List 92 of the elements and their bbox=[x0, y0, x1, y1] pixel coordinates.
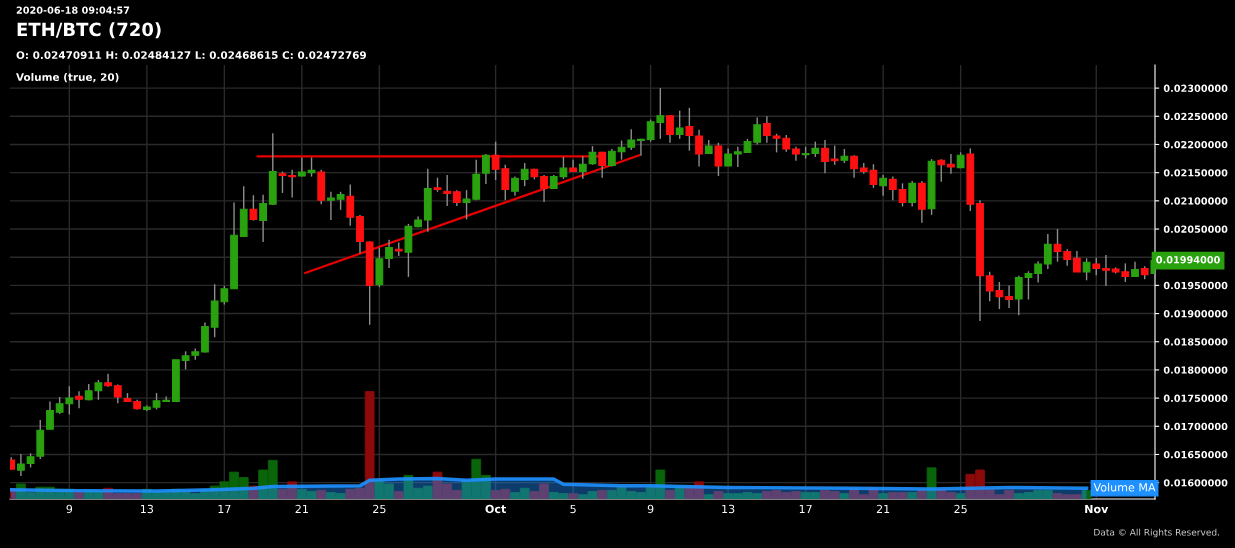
x-tick-label: 9 bbox=[66, 504, 73, 514]
candlestick bbox=[307, 156, 316, 178]
candlestick bbox=[598, 151, 607, 179]
candlestick bbox=[346, 183, 355, 227]
y-tick-label: 0.02050000 bbox=[1163, 225, 1228, 233]
candlestick bbox=[908, 180, 917, 208]
candlestick bbox=[675, 109, 684, 140]
bar bbox=[568, 493, 578, 499]
chart-subtitle: O: 0.02470911 H: 0.02484127 L: 0.02468615 C: 0.02472769 bbox=[16, 51, 366, 60]
bar bbox=[907, 492, 918, 499]
candlestick bbox=[482, 153, 490, 185]
candlestick bbox=[511, 175, 519, 197]
candlestick bbox=[821, 139, 829, 174]
candlestick bbox=[1043, 233, 1052, 270]
text: Data © All Rights Reserved. bbox=[1094, 528, 1220, 538]
candlestick bbox=[104, 373, 112, 388]
candlestick bbox=[762, 115, 771, 144]
x-tick-label: 13 bbox=[722, 504, 735, 514]
candlestick bbox=[336, 191, 345, 211]
y-tick-label: 0.02300000 bbox=[1163, 84, 1228, 92]
x-tick-label: Nov bbox=[1085, 504, 1109, 514]
candlestick bbox=[753, 116, 762, 146]
x-tick-label: 21 bbox=[876, 504, 890, 513]
bar bbox=[665, 489, 675, 499]
x-tick-label: 5 bbox=[570, 504, 576, 514]
candlestick bbox=[947, 153, 955, 175]
candlestick bbox=[540, 174, 548, 203]
y-tick-label: 0.01850000 bbox=[1163, 338, 1228, 346]
candlestick bbox=[1034, 260, 1043, 284]
candlestick bbox=[588, 145, 597, 166]
x-tick-label: 9 bbox=[647, 504, 654, 514]
candlestick bbox=[666, 114, 674, 144]
candlestick bbox=[1082, 257, 1091, 282]
bar bbox=[955, 493, 966, 499]
y-tick-label: 0.02100000 bbox=[1163, 197, 1228, 205]
bar bbox=[597, 489, 608, 499]
candlestick bbox=[75, 390, 83, 409]
y-tick-label: 0.01700000 bbox=[1163, 422, 1228, 431]
y-tick-label: 0.01800000 bbox=[1163, 366, 1228, 374]
bar bbox=[393, 491, 404, 499]
candlestick bbox=[17, 453, 25, 477]
y-tick-label: 0.02200000 bbox=[1163, 140, 1228, 149]
bar bbox=[713, 491, 724, 499]
candlestick bbox=[1005, 284, 1013, 309]
candlestick bbox=[249, 194, 258, 222]
bar bbox=[1081, 489, 1092, 499]
chart-title: Volume (true, 20) bbox=[16, 72, 119, 83]
bar bbox=[703, 494, 714, 499]
candlestick bbox=[385, 239, 393, 269]
x-tick-label: Oct bbox=[485, 504, 507, 514]
bar bbox=[839, 493, 850, 499]
y-tick-label: 0.01600000 bbox=[1163, 479, 1228, 487]
y-tick-label: 0.01750000 bbox=[1163, 394, 1228, 402]
candlestick bbox=[578, 155, 587, 180]
x-tick-label: 25 bbox=[954, 504, 967, 514]
candlestick bbox=[830, 144, 839, 166]
candlestick bbox=[714, 142, 723, 177]
candlestick bbox=[297, 156, 306, 178]
y-tick-label: 0.01950000 bbox=[1163, 281, 1228, 290]
candlestick bbox=[1072, 250, 1081, 273]
candlestick bbox=[288, 169, 297, 199]
y-tick-label: 0.01650000 bbox=[1163, 450, 1228, 459]
x-tick-label: 17 bbox=[218, 504, 231, 513]
x-tick-label: 21 bbox=[295, 504, 308, 513]
bar bbox=[316, 489, 327, 499]
candlestick bbox=[327, 191, 335, 221]
candlestick bbox=[259, 193, 267, 243]
candlestick bbox=[695, 129, 703, 168]
candlestick bbox=[733, 146, 742, 168]
text: 2020-06-18 09:04:57 bbox=[16, 6, 130, 14]
candlestick bbox=[937, 158, 946, 183]
x-tick-label: 25 bbox=[373, 504, 386, 514]
candlestick bbox=[850, 154, 858, 179]
y-tick-label: 0.02250000 bbox=[1163, 112, 1228, 121]
candlestick bbox=[46, 400, 54, 431]
series-label: Volume MA bbox=[1093, 482, 1156, 492]
candlestick bbox=[685, 107, 694, 152]
x-tick-label: 13 bbox=[140, 504, 154, 514]
candlestick bbox=[443, 174, 452, 207]
candlestick bbox=[1102, 254, 1110, 287]
candlestick bbox=[898, 182, 907, 208]
annotation: 0.01994000 bbox=[1156, 256, 1220, 264]
candlestick bbox=[879, 174, 888, 197]
candlestick bbox=[888, 175, 897, 201]
candlestick bbox=[278, 170, 287, 194]
bar bbox=[878, 493, 889, 499]
y-tick-label: 0.02150000 bbox=[1163, 169, 1228, 177]
candlestick bbox=[637, 138, 645, 157]
chart-title: ETH/BTC (720) bbox=[17, 22, 161, 39]
y-tick-label: 0.01900000 bbox=[1163, 310, 1228, 318]
candlestick bbox=[520, 162, 529, 187]
x-tick-label: 17 bbox=[799, 504, 812, 513]
